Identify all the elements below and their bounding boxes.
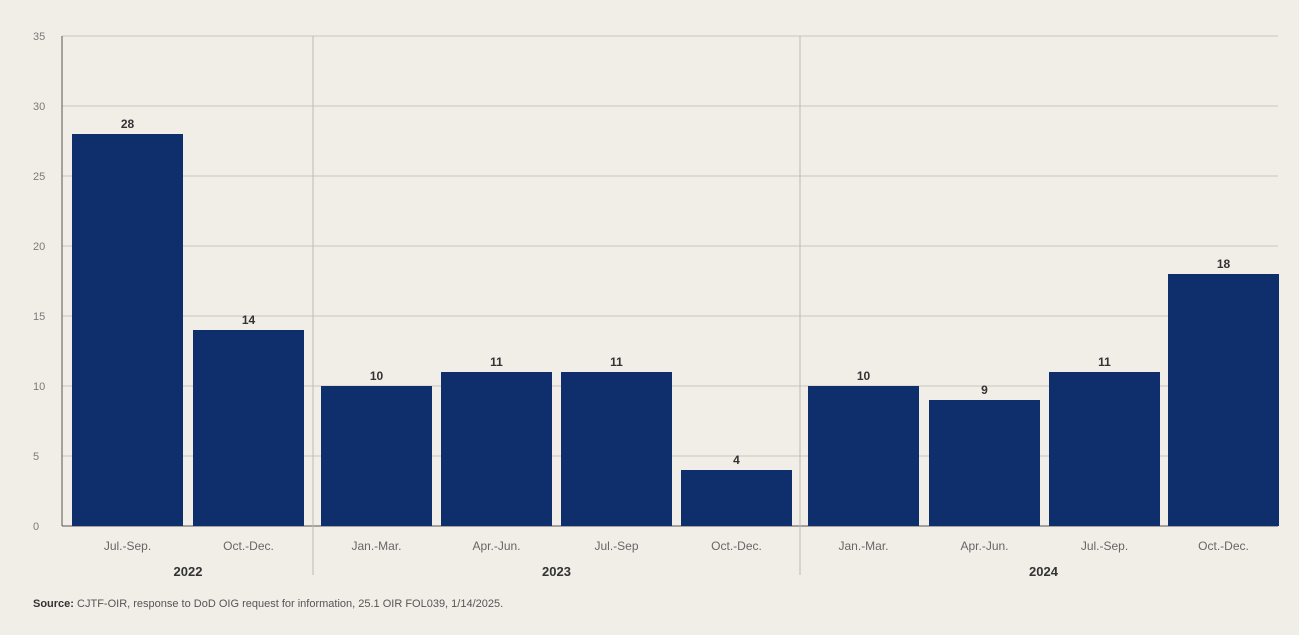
x-tick-label: Oct.-Dec. xyxy=(1198,539,1249,553)
bar xyxy=(681,470,792,526)
data-label: 18 xyxy=(1217,257,1231,271)
bar xyxy=(441,372,552,526)
x-tick-label: Apr.-Jun. xyxy=(960,539,1008,553)
bar xyxy=(72,134,183,526)
data-label: 14 xyxy=(242,313,256,327)
data-label: 11 xyxy=(610,355,623,369)
y-tick-label: 5 xyxy=(33,451,39,463)
x-tick-label: Jan.-Mar. xyxy=(838,539,888,553)
bar xyxy=(561,372,672,526)
x-tick-label: Jan.-Mar. xyxy=(351,539,401,553)
y-tick-label: 10 xyxy=(33,381,45,393)
data-label: 9 xyxy=(981,383,988,397)
y-tick-label: 30 xyxy=(33,101,45,113)
source-text: CJTF-OIR, response to DoD OIG request fo… xyxy=(77,598,504,610)
bar xyxy=(321,386,432,526)
x-tick-label: Jul.-Sep. xyxy=(1081,539,1128,553)
bar xyxy=(929,400,1040,526)
data-label: 28 xyxy=(121,117,135,131)
x-tick-label: Jul.-Sep xyxy=(594,539,638,553)
data-label: 10 xyxy=(370,369,384,383)
bars xyxy=(72,134,1279,526)
source-label: Source: xyxy=(33,598,74,610)
x-tick-label: Oct.-Dec. xyxy=(223,539,274,553)
y-tick-label: 15 xyxy=(33,311,45,323)
y-tick-label: 0 xyxy=(33,521,39,533)
y-tick-label: 25 xyxy=(33,171,45,183)
x-tick-label: Oct.-Dec. xyxy=(711,539,762,553)
bar xyxy=(1049,372,1160,526)
year-group-label: 2022 xyxy=(174,564,203,579)
x-tick-label: Apr.-Jun. xyxy=(472,539,520,553)
labels: 0 5 10 15 20 25 30 35 28 Jul.-Sep. 14 Oct.-Dec. 10 Ja… xyxy=(33,31,1249,579)
y-tick-label: 35 xyxy=(33,31,45,43)
data-label: 11 xyxy=(490,355,503,369)
bar xyxy=(1168,274,1279,526)
year-group-label: 2023 xyxy=(542,564,571,579)
data-label: 11 xyxy=(1098,355,1111,369)
bar xyxy=(808,386,919,526)
bar xyxy=(193,330,304,526)
x-tick-label: Jul.-Sep. xyxy=(104,539,151,553)
data-label: 10 xyxy=(857,369,871,383)
source-note: Source: CJTF-OIR, response to DoD OIG re… xyxy=(33,598,503,610)
data-label: 4 xyxy=(733,453,740,467)
year-group-label: 2024 xyxy=(1029,564,1059,579)
y-tick-label: 20 xyxy=(33,241,45,253)
